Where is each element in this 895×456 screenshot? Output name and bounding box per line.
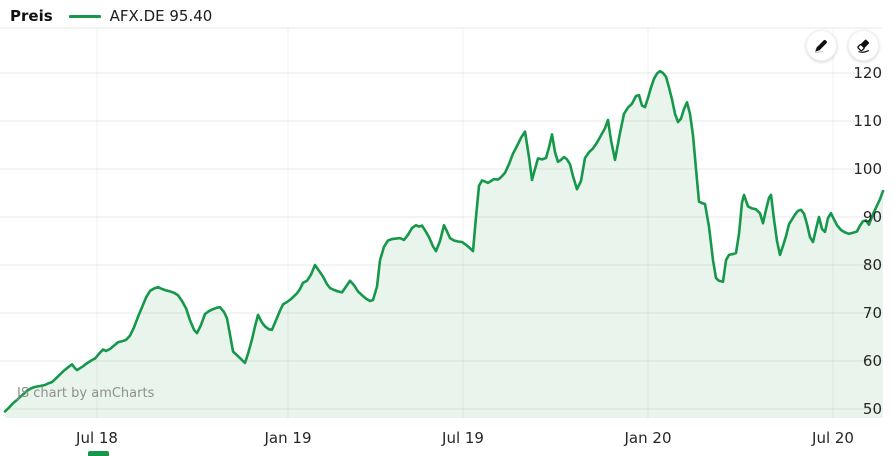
y-axis-label: 110	[853, 112, 882, 130]
price-area-fill	[5, 71, 883, 418]
y-axis-label: 70	[862, 304, 882, 322]
x-axis-label: Jul 18	[76, 429, 118, 447]
gridlines	[0, 27, 882, 418]
y-axis-label: 50	[862, 400, 882, 418]
draw-button[interactable]	[806, 30, 837, 61]
pencil-icon	[812, 36, 831, 55]
x-axis-label: Jan 20	[624, 429, 672, 447]
series-label[interactable]: AFX.DE 95.40	[109, 7, 213, 25]
x-axis-label: Jan 19	[264, 429, 312, 447]
amcharts-watermark[interactable]: JS chart by amCharts	[17, 386, 155, 401]
price-line	[3, 69, 885, 413]
eraser-icon	[854, 36, 873, 55]
x-axis-label: Jul 20	[812, 429, 854, 447]
y-axis-label: 60	[862, 352, 882, 370]
y-axis-label: 100	[853, 160, 882, 178]
legend: Preis AFX.DE 95.40	[10, 5, 212, 27]
erase-button[interactable]	[848, 30, 879, 61]
y-axis-label: 90	[862, 208, 882, 226]
bottom-green-marker	[88, 451, 109, 456]
y-axis-label: 120	[853, 64, 882, 82]
y-axis-label: 80	[862, 256, 882, 274]
chart-title: Preis	[10, 7, 53, 25]
series-color-swatch-icon	[68, 14, 101, 18]
x-axis-label: Jul 19	[442, 429, 484, 447]
